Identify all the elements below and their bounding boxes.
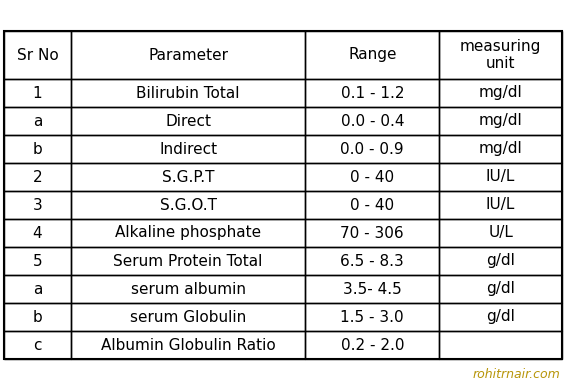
Bar	[4, 163, 71, 191]
Bar	[439, 219, 562, 247]
Bar	[439, 303, 562, 331]
Bar	[4, 79, 71, 107]
Text: IU/L: IU/L	[486, 198, 515, 213]
Bar	[4, 219, 71, 247]
Bar	[71, 275, 305, 303]
Bar	[71, 135, 305, 163]
Bar	[4, 31, 71, 79]
Bar	[4, 107, 71, 135]
Bar	[305, 107, 439, 135]
Bar	[4, 275, 71, 303]
Text: 3.5- 4.5: 3.5- 4.5	[343, 281, 402, 296]
Bar	[305, 219, 439, 247]
Text: a: a	[33, 281, 42, 296]
Text: Serum Protein Total: Serum Protein Total	[113, 253, 263, 268]
Text: c: c	[33, 338, 42, 353]
Text: Bilirubin Total: Bilirubin Total	[136, 85, 240, 100]
Text: 0.0 - 0.9: 0.0 - 0.9	[341, 142, 404, 156]
Bar	[439, 135, 562, 163]
Bar	[439, 247, 562, 275]
Text: S.G.O.T: S.G.O.T	[160, 198, 217, 213]
Text: rohitrnair.com: rohitrnair.com	[472, 368, 560, 380]
Text: 0.0 - 0.4: 0.0 - 0.4	[341, 114, 404, 129]
Bar	[71, 219, 305, 247]
Bar	[71, 79, 305, 107]
Bar	[4, 135, 71, 163]
Bar	[71, 163, 305, 191]
Bar	[305, 31, 439, 79]
Bar	[71, 107, 305, 135]
Text: g/dl: g/dl	[486, 281, 515, 296]
Text: a: a	[33, 114, 42, 129]
Bar	[439, 163, 562, 191]
Text: Indirect: Indirect	[159, 142, 217, 156]
Text: 2: 2	[33, 169, 42, 184]
Bar	[71, 247, 305, 275]
Bar	[439, 191, 562, 219]
Bar	[439, 79, 562, 107]
Text: b: b	[33, 310, 42, 325]
Bar	[71, 331, 305, 359]
Text: Parameter: Parameter	[148, 47, 228, 62]
Text: mg/dl: mg/dl	[479, 85, 522, 100]
Text: 0 - 40: 0 - 40	[350, 198, 395, 213]
Bar	[4, 303, 71, 331]
Text: IU/L: IU/L	[486, 169, 515, 184]
Bar	[71, 303, 305, 331]
Bar	[439, 31, 562, 79]
Text: serum albumin: serum albumin	[131, 281, 246, 296]
Text: 0.1 - 1.2: 0.1 - 1.2	[341, 85, 404, 100]
Bar	[4, 191, 71, 219]
Bar	[305, 79, 439, 107]
Bar	[439, 275, 562, 303]
Text: U/L: U/L	[488, 226, 513, 241]
Text: 0 - 40: 0 - 40	[350, 169, 395, 184]
Text: 3: 3	[33, 198, 42, 213]
Text: 4: 4	[33, 226, 42, 241]
Bar	[4, 31, 562, 359]
Text: 70 - 306: 70 - 306	[341, 226, 404, 241]
Text: 1: 1	[33, 85, 42, 100]
Bar	[4, 331, 71, 359]
Text: Alkaline phosphate: Alkaline phosphate	[115, 226, 261, 241]
Bar	[305, 331, 439, 359]
Bar	[305, 135, 439, 163]
Text: 0.2 - 2.0: 0.2 - 2.0	[341, 338, 404, 353]
Text: 1.5 - 3.0: 1.5 - 3.0	[341, 310, 404, 325]
Bar	[71, 191, 305, 219]
Bar	[439, 331, 562, 359]
Text: measuring
unit: measuring unit	[460, 39, 541, 71]
Bar	[305, 275, 439, 303]
Text: mg/dl: mg/dl	[479, 142, 522, 156]
Text: Range: Range	[348, 47, 397, 62]
Bar	[439, 107, 562, 135]
Text: g/dl: g/dl	[486, 310, 515, 325]
Text: S.G.P.T: S.G.P.T	[162, 169, 215, 184]
Bar	[4, 247, 71, 275]
Text: Sr No: Sr No	[16, 47, 58, 62]
Text: 5: 5	[33, 253, 42, 268]
Bar	[305, 163, 439, 191]
Text: b: b	[33, 142, 42, 156]
Bar	[305, 303, 439, 331]
Bar	[305, 191, 439, 219]
Text: serum Globulin: serum Globulin	[130, 310, 246, 325]
Text: Direct: Direct	[165, 114, 211, 129]
Text: mg/dl: mg/dl	[479, 114, 522, 129]
Text: g/dl: g/dl	[486, 253, 515, 268]
Text: Albumin Globulin Ratio: Albumin Globulin Ratio	[101, 338, 276, 353]
Text: 6.5 - 8.3: 6.5 - 8.3	[340, 253, 404, 268]
Bar	[71, 31, 305, 79]
Bar	[305, 247, 439, 275]
